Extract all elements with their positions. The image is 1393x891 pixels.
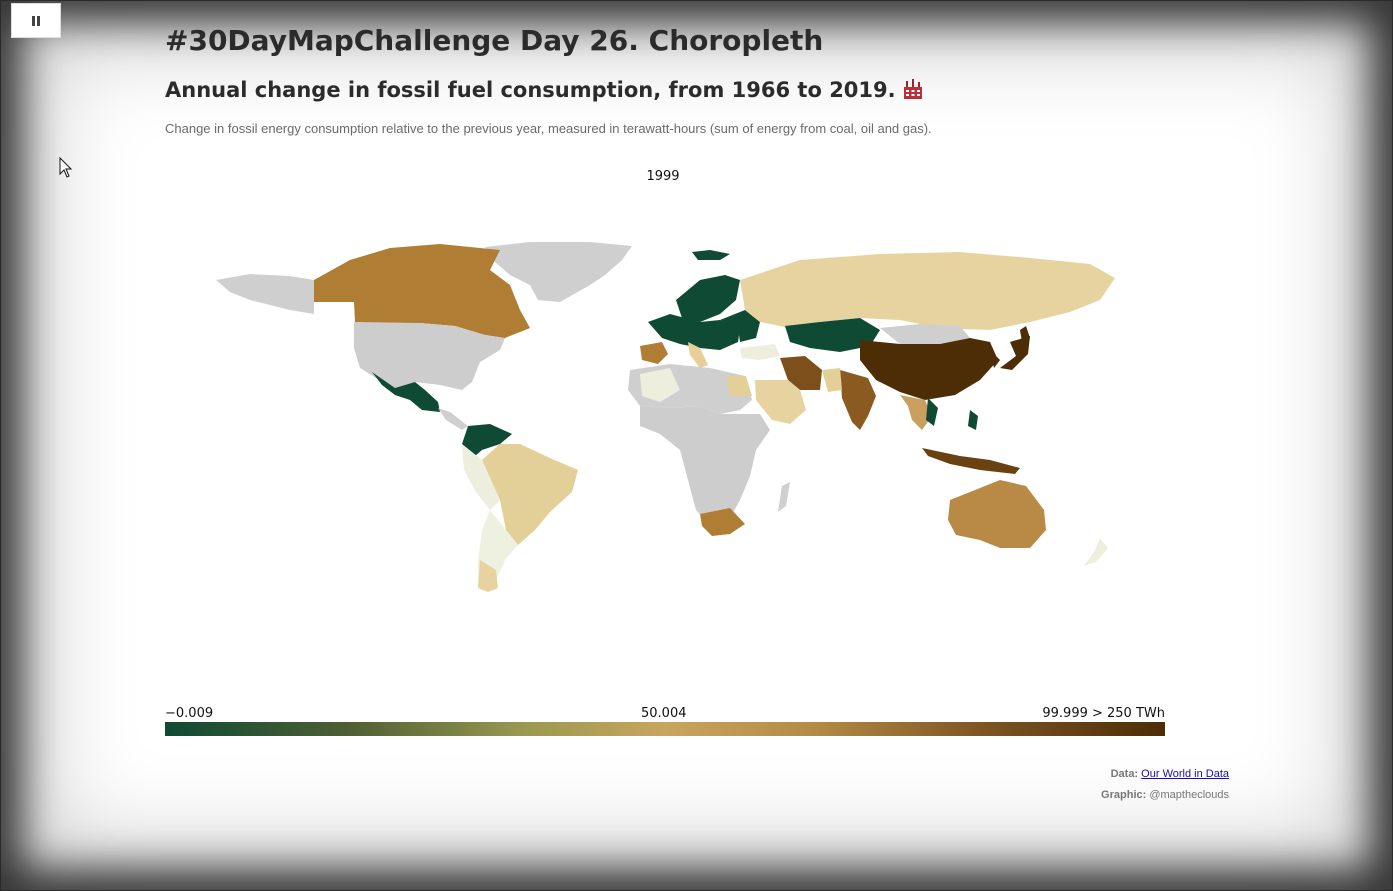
- region-greenland: [485, 242, 632, 302]
- legend-color-bar: [165, 722, 1165, 736]
- credit-graphic: Graphic: @mapthe­clouds: [1101, 785, 1229, 806]
- legend-labels: −0.009 50.004 99.999 > 250 TWh: [165, 706, 1165, 722]
- credit-graphic-label: Graphic:: [1101, 789, 1147, 801]
- year-label: 1999: [646, 169, 680, 184]
- region-madagascar: [778, 482, 790, 512]
- region-turkey: [740, 344, 780, 360]
- region-vietnam: [926, 398, 938, 426]
- world-choropleth-map: [216, 242, 1115, 592]
- region-alaska: [216, 274, 314, 314]
- region-mexico: [372, 372, 440, 412]
- legend-max-label: 99.999 > 250 TWh: [1042, 706, 1165, 721]
- region-central-america: [438, 408, 468, 430]
- region-philippines: [968, 410, 978, 430]
- credit-graphic-author: @mapthe­clouds: [1149, 789, 1229, 801]
- region-brazil: [482, 444, 578, 545]
- data-source-link[interactable]: Our World in Data: [1141, 768, 1229, 780]
- region-korea-japan: [990, 336, 1030, 370]
- subtitle-text: Annual change in fossil fuel consumption…: [165, 78, 896, 102]
- region-kazakhstan: [785, 318, 880, 352]
- region-new-zealand: [1084, 538, 1108, 566]
- region-scandinavia: [676, 275, 740, 322]
- region-russia: [740, 252, 1115, 330]
- region-iberia: [640, 342, 668, 364]
- region-iceland: [692, 250, 730, 260]
- factory-icon: [903, 79, 922, 99]
- region-eastern-europe: [720, 310, 760, 342]
- credit-data: Data: Our World in Data: [1101, 764, 1229, 785]
- region-china: [860, 338, 998, 400]
- region-japan: [1020, 326, 1030, 342]
- region-algeria: [640, 368, 680, 402]
- region-iran: [780, 356, 822, 390]
- credit-data-label: Data:: [1110, 768, 1139, 780]
- region-pakistan: [822, 368, 842, 392]
- region-australia: [948, 480, 1046, 548]
- region-arabia: [755, 380, 806, 424]
- pause-button[interactable]: [11, 3, 61, 38]
- mouse-cursor-icon: [59, 157, 73, 178]
- region-colombia-venezuela: [462, 424, 512, 462]
- legend-mid-label: 50.004: [641, 706, 687, 721]
- region-mongolia: [880, 324, 970, 344]
- region-egypt: [726, 376, 752, 396]
- legend-min-label: −0.009: [165, 706, 214, 721]
- pause-icon: [32, 15, 35, 26]
- credits: Data: Our World in Data Graphic: @mapthe…: [1101, 764, 1229, 806]
- region-argentina-south: [478, 560, 498, 592]
- region-canada: [314, 244, 530, 338]
- region-indonesia: [922, 448, 1020, 474]
- region-se-asia: [900, 395, 932, 430]
- region-europe-west: [648, 314, 740, 350]
- pause-icon-bar: [37, 15, 40, 26]
- region-south-africa: [700, 508, 745, 536]
- region-italy: [688, 342, 708, 368]
- region-africa-central: [640, 406, 770, 526]
- region-united-states: [354, 322, 505, 390]
- page-title: #30DayMapChallenge Day 26. Choropleth: [165, 24, 824, 57]
- page-description: Change in fossil energy consumption rela…: [165, 121, 932, 136]
- page-subtitle: Annual change in fossil fuel consumption…: [165, 78, 924, 102]
- region-india: [840, 370, 876, 430]
- region-peru: [462, 444, 500, 510]
